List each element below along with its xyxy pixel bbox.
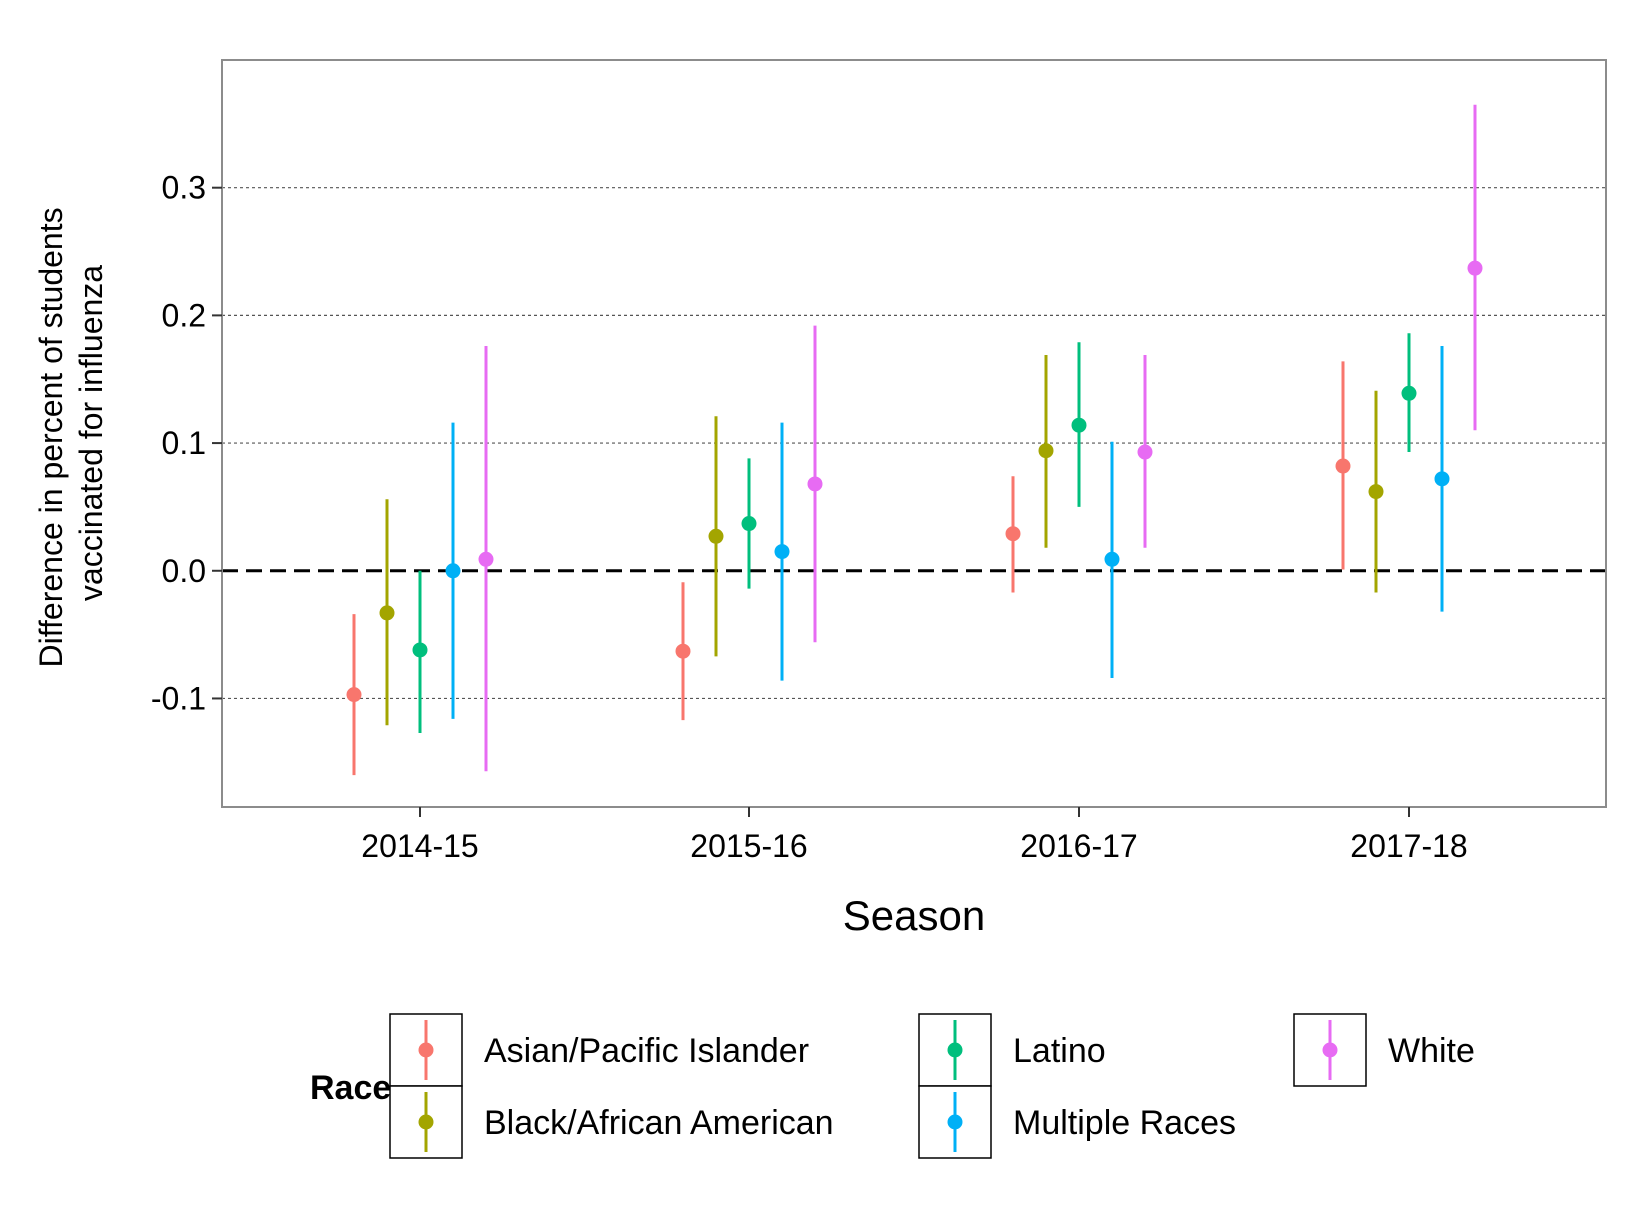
- point-estimate: [1401, 385, 1417, 401]
- series-white: [478, 104, 1483, 772]
- legend-key-point: [947, 1114, 963, 1130]
- point-estimate: [741, 516, 757, 532]
- x-axis-title: Season: [843, 892, 985, 939]
- point-estimate: [1137, 444, 1153, 460]
- point-estimate: [1104, 551, 1120, 567]
- y-axis-title-line-1: Difference in percent of students: [33, 207, 69, 667]
- legend-label: Latino: [1013, 1032, 1106, 1070]
- legend: Race Asian/Pacific Islander Black/African…: [310, 1013, 1475, 1159]
- x-tick-label: 2015-16: [690, 828, 807, 864]
- point-estimate: [675, 643, 691, 659]
- point-estimate: [1467, 260, 1483, 276]
- y-axis-title-line-2: vaccinated for influenza: [73, 265, 109, 601]
- point-estimate: [1071, 417, 1087, 433]
- point-estimate: [1005, 526, 1021, 542]
- point-estimate: [807, 476, 823, 492]
- y-tick-label: 0.1: [162, 425, 206, 461]
- y-tick-label: -0.1: [151, 680, 206, 716]
- x-tick-label: 2017-18: [1350, 828, 1467, 864]
- point-estimate: [445, 563, 461, 579]
- point-estimate: [412, 642, 428, 658]
- series-asian-pacific-islander: [346, 361, 1351, 776]
- point-estimate: [346, 687, 362, 703]
- point-estimate: [774, 544, 790, 560]
- legend-key-point: [1322, 1042, 1338, 1058]
- legend-item: White: [1293, 1013, 1475, 1087]
- series-black-african-american: [379, 354, 1384, 726]
- legend-item: Multiple Races: [918, 1085, 1236, 1159]
- gridlines: [222, 187, 1606, 700]
- legend-key-point: [418, 1114, 434, 1130]
- y-axis: -0.1 0.0 0.1 0.2 0.3: [151, 170, 222, 716]
- x-tick-label: 2016-17: [1020, 828, 1137, 864]
- point-estimate: [1038, 443, 1054, 459]
- legend-item: Asian/Pacific Islander: [389, 1013, 809, 1087]
- legend-label: Multiple Races: [1013, 1104, 1236, 1142]
- legend-item: Black/African American: [389, 1085, 834, 1159]
- legend-item: Latino: [918, 1013, 1106, 1087]
- legend-label: White: [1388, 1032, 1475, 1070]
- point-estimate: [379, 605, 395, 621]
- plot-panel-border: [221, 59, 1607, 808]
- point-estimate: [1368, 484, 1384, 500]
- point-estimate: [708, 528, 724, 544]
- legend-label: Black/African American: [484, 1104, 834, 1142]
- point-estimate: [1335, 458, 1351, 474]
- y-tick-label: 0.0: [162, 553, 206, 589]
- legend-key-point: [947, 1042, 963, 1058]
- series-multiple-races: [445, 346, 1450, 719]
- y-tick-label: 0.3: [162, 170, 206, 206]
- legend-title: Race: [310, 1069, 391, 1107]
- y-axis-title: Difference in percent of students vaccin…: [33, 198, 109, 667]
- point-estimate: [1434, 471, 1450, 487]
- x-tick-label: 2014-15: [361, 828, 478, 864]
- data-marks: [346, 104, 1483, 776]
- legend-key-point: [418, 1042, 434, 1058]
- legend-label: Asian/Pacific Islander: [484, 1032, 809, 1070]
- x-axis: 2014-15 2015-16 2016-17 2017-18: [361, 807, 1468, 864]
- series-latino: [412, 333, 1417, 733]
- y-tick-label: 0.2: [162, 297, 206, 333]
- point-estimate: [478, 551, 494, 567]
